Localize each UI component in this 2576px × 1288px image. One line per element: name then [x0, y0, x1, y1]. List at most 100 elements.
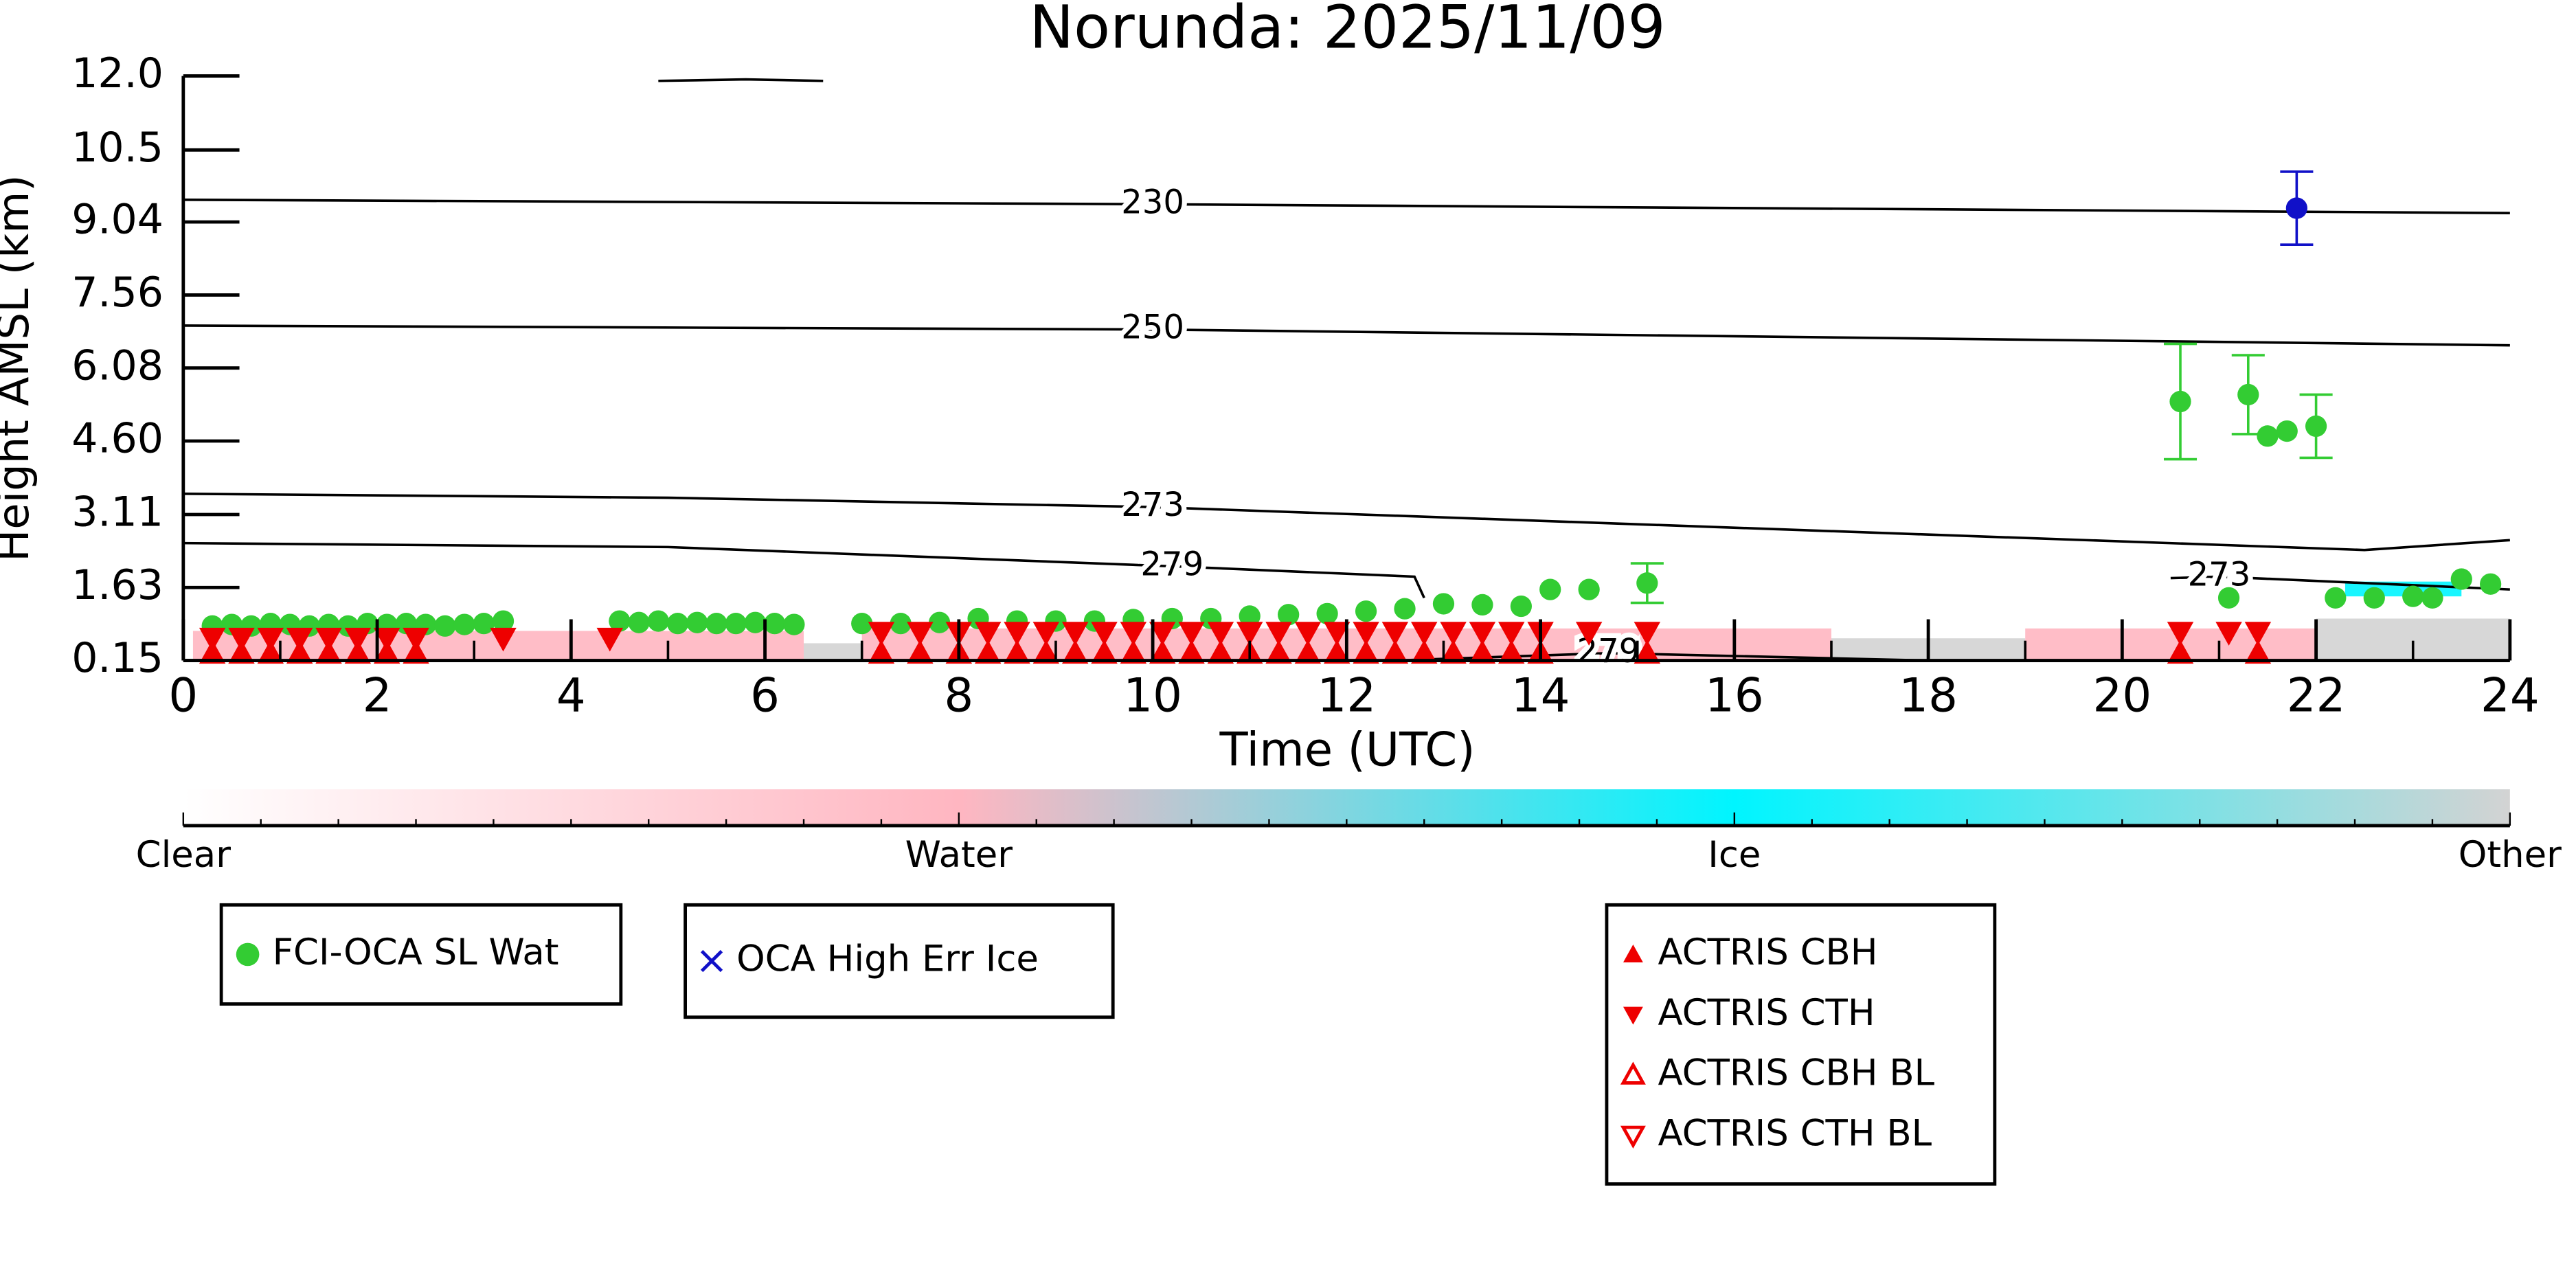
data-point	[492, 610, 515, 632]
y-tick-label: 6.08	[71, 341, 163, 389]
y-axis-label: Height AMSL (km)	[0, 174, 38, 561]
data-point	[1032, 640, 1060, 664]
data-point	[666, 613, 689, 635]
legend: OCA High Err Ice	[683, 903, 1115, 1019]
data-point	[1353, 640, 1379, 664]
data-point	[974, 622, 1002, 646]
data-point	[1355, 600, 1377, 622]
data-point	[1440, 622, 1467, 646]
data-point	[2167, 640, 2194, 664]
data-point	[1239, 605, 1261, 627]
data-point	[1411, 640, 1438, 664]
x-tick-label: 24	[2481, 668, 2540, 722]
legend-label: FCI-OCA SL Wat	[273, 931, 559, 973]
data-point	[1539, 578, 1561, 600]
x-tick-label: 8	[944, 668, 973, 722]
y-tick-label: 12.0	[71, 49, 163, 98]
data-point	[2421, 587, 2443, 609]
data-point	[373, 627, 400, 652]
data-point	[1149, 640, 1176, 664]
legend-box	[1605, 903, 1997, 1186]
data-point	[2217, 587, 2240, 609]
data-point	[1510, 595, 1532, 618]
data-point	[315, 640, 342, 664]
x-tick-label: 6	[750, 668, 780, 722]
data-point	[228, 640, 255, 664]
legend-marker	[1623, 945, 1643, 962]
data-point	[2257, 425, 2279, 447]
data-point	[890, 613, 912, 635]
contour-line	[2170, 575, 2510, 591]
legend-box	[683, 903, 1115, 1019]
contour-line	[183, 541, 1425, 599]
data-point	[1578, 578, 1600, 600]
data-point	[2215, 622, 2242, 646]
data-point	[257, 627, 284, 652]
data-point	[1323, 622, 1351, 646]
data-point	[199, 627, 226, 652]
legend-label: OCA High Err Ice	[736, 938, 1039, 980]
data-point	[1432, 593, 1455, 615]
data-point	[1294, 640, 1322, 664]
data-point	[1061, 622, 1089, 646]
y-tick-label: 9.04	[71, 196, 163, 244]
colorbar-label: Ice	[1708, 834, 1761, 876]
legend-label: ACTRIS CTH	[1658, 992, 1875, 1034]
x-tick-label: 12	[1318, 668, 1377, 722]
data-point	[1323, 640, 1351, 664]
data-point	[609, 610, 631, 632]
legend-label: ACTRIS CBH	[1658, 931, 1877, 973]
data-point	[1469, 622, 1496, 646]
data-point	[1634, 640, 1661, 664]
x-tick-label: 4	[556, 668, 586, 722]
data-point	[1498, 640, 1525, 664]
data-point	[1004, 640, 1030, 664]
data-point	[1120, 622, 1147, 646]
colorbar-label: Other	[2459, 834, 2562, 876]
data-point	[1236, 622, 1263, 646]
data-point	[1207, 622, 1234, 646]
data-point	[1636, 572, 1658, 594]
x-tick-label: 22	[2287, 668, 2346, 722]
data-point	[344, 640, 372, 664]
x-tick-label: 20	[2093, 668, 2152, 722]
contour-label: 273	[1121, 486, 1184, 524]
data-point	[686, 611, 708, 633]
colorbar-label: Water	[905, 834, 1013, 876]
data-point	[1265, 622, 1292, 646]
data-point	[764, 613, 786, 635]
data-point	[1575, 622, 1603, 646]
data-point	[2244, 640, 2272, 664]
data-point	[2305, 415, 2327, 438]
data-point	[1316, 602, 1338, 624]
data-point	[286, 640, 313, 664]
legend-label: ACTRIS CBH BL	[1658, 1052, 1934, 1094]
data-point	[1634, 622, 1661, 646]
x-tick-label: 2	[363, 668, 392, 722]
data-point	[2479, 573, 2502, 595]
data-point	[868, 622, 895, 646]
classification-cell	[2025, 628, 2316, 661]
data-point	[596, 627, 624, 652]
legend-marker	[1620, 1125, 1646, 1149]
data-point	[783, 613, 805, 635]
data-point	[403, 627, 429, 652]
data-point	[744, 611, 767, 633]
data-point	[403, 640, 429, 664]
data-point	[1411, 622, 1438, 646]
legend-marker	[700, 949, 723, 973]
x-tick-label: 18	[1899, 668, 1958, 722]
y-tick-label: 10.5	[71, 124, 163, 172]
data-point	[257, 640, 284, 664]
x-tick-label: 0	[168, 668, 198, 722]
data-point	[907, 640, 934, 664]
data-point	[2450, 568, 2472, 590]
x-tick-label: 14	[1511, 668, 1570, 722]
data-point	[286, 627, 313, 652]
classification-cell	[804, 643, 862, 661]
data-point	[2285, 197, 2307, 219]
data-point	[1440, 640, 1467, 664]
